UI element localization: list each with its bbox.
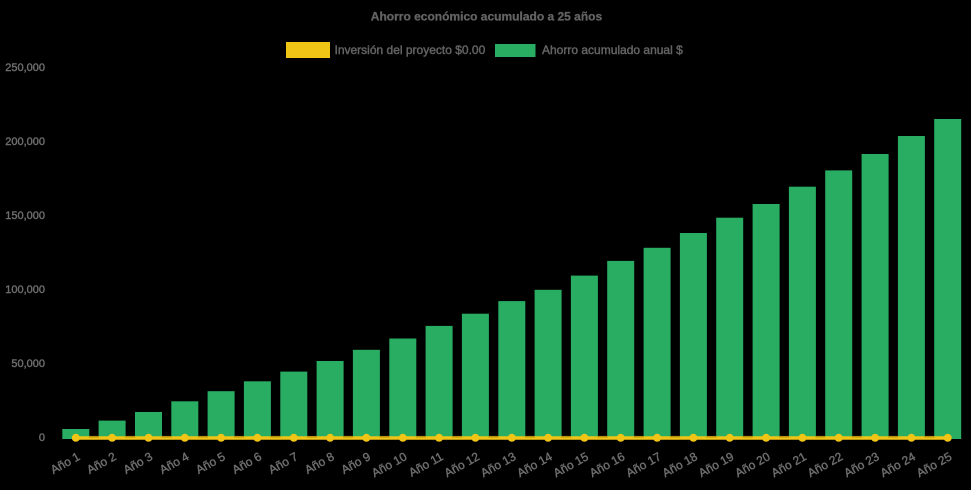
svg-text:0: 0 bbox=[39, 432, 45, 444]
svg-text:50,000: 50,000 bbox=[11, 358, 45, 370]
svg-text:Inversión del proyecto $0.00: Inversión del proyecto $0.00 bbox=[335, 43, 486, 57]
svg-text:100,000: 100,000 bbox=[5, 284, 45, 296]
svg-text:Ahorro acumulado anual $: Ahorro acumulado anual $ bbox=[542, 43, 683, 57]
svg-text:150,000: 150,000 bbox=[5, 210, 45, 222]
svg-text:250,000: 250,000 bbox=[5, 62, 45, 74]
svg-text:Ahorro económico acumulado a 2: Ahorro económico acumulado a 25 años bbox=[371, 10, 603, 24]
svg-text:200,000: 200,000 bbox=[5, 136, 45, 148]
